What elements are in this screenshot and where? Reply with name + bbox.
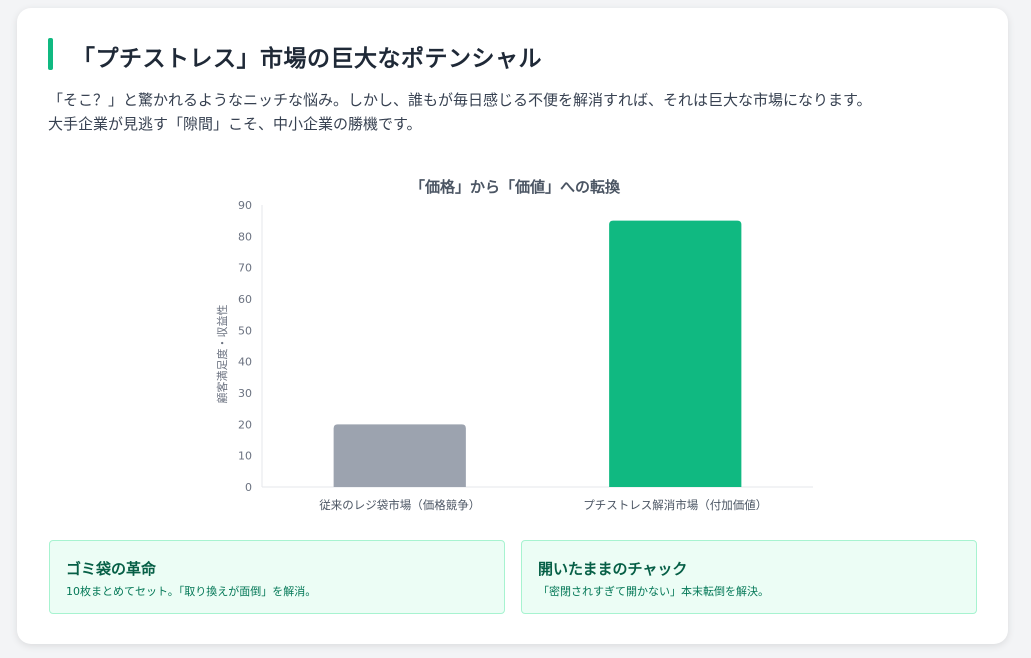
feature-card-garbage-bag: ゴミ袋の革命 10枚まとめてセット。「取り換えが面倒」を解消。: [49, 540, 505, 614]
feature-title: 開いたままのチャック: [538, 560, 688, 578]
y-tick-label: 80: [238, 230, 252, 243]
chart-title: 「価格」から「価値」への転換: [410, 178, 621, 196]
x-tick-label: 従来のレジ袋市場（価格競争）: [319, 498, 480, 512]
y-tick-label: 30: [238, 387, 252, 400]
y-tick-label: 0: [245, 481, 252, 494]
bar: [333, 424, 466, 487]
page-title: 「プチストレス」市場の巨大なポテンシャル: [72, 46, 542, 72]
title-accent-bar: [48, 38, 53, 70]
y-tick-label: 40: [238, 356, 252, 369]
bar: [609, 220, 742, 487]
description-line-2: 大手企業が見逃す「隙間」こそ、中小企業の勝機です。: [48, 115, 422, 133]
x-tick-label: プチストレス解消市場（付加価値）: [583, 498, 767, 512]
chart-container: 「価格」から「価値」への転換 顧客満足度・収益性 0 10 20 30 40 50 60 70…: [17, 8, 1008, 538]
y-tick-label: 60: [238, 293, 252, 306]
feature-title: ゴミ袋の革命: [66, 560, 157, 578]
feature-cards: ゴミ袋の革命 10枚まとめてセット。「取り換えが面倒」を解消。 開いたままのチャ…: [49, 540, 977, 614]
y-tick-label: 20: [238, 418, 252, 431]
main-card: 「プチストレス」市場の巨大なポテンシャル 「そこ？」と驚かれるようなニッチな悩み…: [17, 8, 1008, 644]
y-tick-label: 50: [238, 324, 252, 337]
feature-text: 「密閉されすぎて開かない」本末転倒を解決。: [538, 585, 769, 598]
feature-text: 10枚まとめてセット。「取り換えが面倒」を解消。: [66, 585, 317, 598]
page-description: 「そこ？」と驚かれるようなニッチな悩み。しかし、誰もが毎日感じる不便を解消すれば…: [48, 88, 968, 136]
feature-card-zipper: 開いたままのチャック 「密閉されすぎて開かない」本末転倒を解決。: [521, 540, 977, 614]
y-tick-label: 90: [238, 199, 252, 212]
y-tick-label: 10: [238, 450, 252, 463]
y-tick-label: 70: [238, 262, 252, 275]
bar-chart: 「価格」から「価値」への転換 顧客満足度・収益性 0 10 20 30 40 50 60 70…: [215, 178, 813, 512]
description-line-1: 「そこ？」と驚かれるようなニッチな悩み。しかし、誰もが毎日感じる不便を解消すれば…: [48, 91, 872, 109]
y-axis-label: 顧客満足度・収益性: [215, 305, 229, 404]
